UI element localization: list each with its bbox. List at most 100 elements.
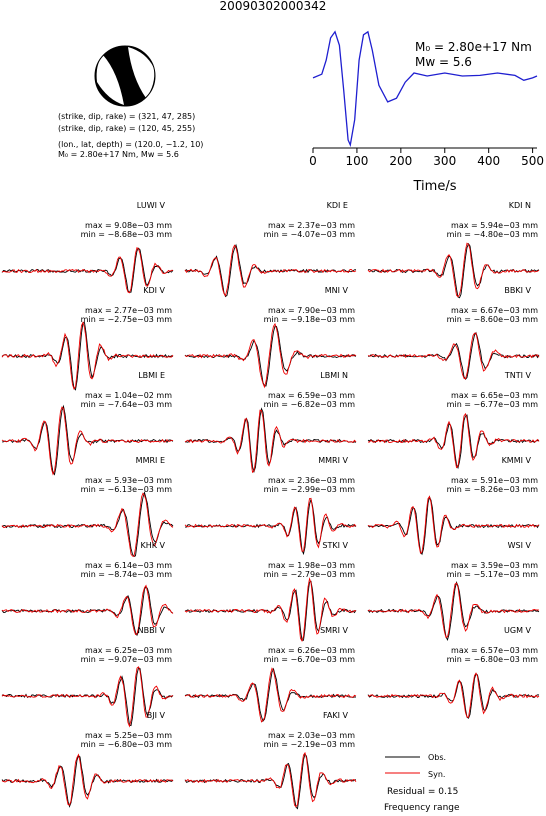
station-label: UGM V: [504, 626, 532, 635]
min-label: min = −9.07e−03 mm: [81, 655, 173, 664]
stf-line: [312, 30, 538, 148]
max-label: max = 2.03e−03 mm: [268, 731, 355, 740]
station-label: LBMI N: [320, 371, 348, 380]
synthetic-trace: [1, 246, 173, 294]
synthetic-trace: [1, 321, 174, 390]
x-tick-label: 500: [521, 154, 544, 168]
station-label: NBBI V: [138, 626, 166, 635]
legend: Obs. Syn. Residual = 0.15 Frequency rang…: [384, 753, 460, 813]
info-line: (strike, dip, rake) = (321, 47, 285): [58, 112, 195, 121]
station-label: BJI V: [147, 711, 166, 720]
observed-trace: [1, 754, 174, 808]
station-label: LUWI V: [137, 201, 166, 210]
synthetic-trace: [1, 406, 174, 476]
max-label: max = 5.25e−03 mm: [85, 731, 172, 740]
x-axis-label: Time/s: [413, 179, 457, 194]
station-label: MNI V: [325, 286, 349, 295]
max-label: max = 5.94e−03 mm: [451, 221, 538, 230]
max-label: max = 6.67e−03 mm: [451, 306, 538, 315]
synthetic-trace: [1, 666, 174, 728]
min-label: min = −2.75e−03 mm: [81, 315, 173, 324]
legend-label: Syn.: [428, 770, 445, 779]
synthetic-trace: [184, 244, 357, 297]
min-label: min = −6.80e−03 mm: [81, 740, 173, 749]
station-label: LBMI E: [138, 371, 165, 380]
synthetic-trace: [367, 582, 540, 639]
max-label: max = 2.36e−03 mm: [268, 476, 355, 485]
legend-label: Obs.: [428, 753, 446, 762]
observed-trace: [1, 322, 174, 391]
min-label: min = −4.80e−03 mm: [447, 230, 539, 239]
min-label: min = −2.79e−03 mm: [264, 570, 356, 579]
x-tick-label: 200: [389, 154, 412, 168]
station-label: SMRI V: [320, 626, 348, 635]
observed-trace: [1, 247, 174, 293]
max-label: max = 1.04e−02 mm: [85, 391, 172, 400]
min-label: min = −8.26e−03 mm: [447, 485, 539, 494]
min-label: min = −8.74e−03 mm: [81, 570, 173, 579]
station-label: FAKI V: [323, 711, 348, 720]
min-label: min = −6.70e−03 mm: [264, 655, 356, 664]
max-label: max = 9.08e−03 mm: [85, 221, 172, 230]
synthetic-trace: [1, 584, 174, 635]
max-label: max = 6.59e−03 mm: [268, 391, 355, 400]
x-tick-label: 300: [433, 154, 456, 168]
annotation: Mw = 5.6: [415, 55, 472, 69]
synthetic-trace: [184, 322, 357, 389]
min-label: min = −5.17e−03 mm: [447, 570, 539, 579]
max-label: max = 7.90e−03 mm: [268, 306, 355, 315]
residual: Residual = 0.15: [387, 787, 458, 797]
synthetic-trace: [367, 242, 540, 298]
station-label: KDI N: [509, 201, 531, 210]
synthetic-trace: [368, 412, 540, 469]
min-label: min = −8.60e−03 mm: [447, 315, 539, 324]
info-line: (strike, dip, rake) = (120, 45, 255): [58, 124, 195, 133]
observed-trace: [1, 491, 174, 558]
max-label: max = 5.93e−03 mm: [85, 476, 172, 485]
title: 20090302000342: [220, 0, 327, 13]
station-label: MMRI E: [136, 456, 165, 465]
max-label: max = 5.91e−03 mm: [451, 476, 538, 485]
synthetic-trace: [184, 751, 357, 808]
synthetic-trace: [184, 498, 357, 552]
station-label: TNTI V: [504, 371, 532, 380]
synthetic-trace: [367, 332, 540, 380]
observed-trace: [1, 585, 174, 637]
info-line: M₀ = 2.80e+17 Nm, Mw = 5.6: [58, 150, 179, 159]
beachball: [94, 45, 156, 107]
x-tick-label: 0: [309, 154, 317, 168]
stf-chart: Time/s M₀ = 2.80e+17 Nm Mw = 5.6 0 100 200…: [309, 30, 544, 194]
annotation: M₀ = 2.80e+17 Nm: [415, 40, 532, 54]
synthetic-trace: [1, 753, 174, 806]
max-label: max = 2.37e−03 mm: [268, 221, 355, 230]
synthetic-trace: [184, 409, 357, 474]
min-label: min = −6.77e−03 mm: [447, 400, 539, 409]
synthetic-trace: [184, 577, 357, 642]
min-label: min = −2.99e−03 mm: [264, 485, 356, 494]
station-label: KDI V: [143, 286, 165, 295]
max-label: max = 6.14e−03 mm: [85, 561, 172, 570]
max-label: max = 2.77e−03 mm: [85, 306, 172, 315]
max-label: max = 6.25e−03 mm: [85, 646, 172, 655]
synthetic-trace: [367, 672, 540, 718]
frequency-note: Frequency range: [384, 803, 460, 813]
station-label: KDI E: [327, 201, 348, 210]
station-label: MMRI V: [318, 456, 348, 465]
station-label: BBKI V: [504, 286, 531, 295]
x-tick-label: 400: [477, 154, 500, 168]
x-tick-label: 100: [345, 154, 368, 168]
station-label: KMMI V: [502, 456, 532, 465]
observed-trace: [184, 667, 357, 723]
max-label: max = 3.59e−03 mm: [451, 561, 538, 570]
synthetic-trace: [367, 495, 540, 555]
synthetic-trace: [184, 667, 357, 723]
min-label: min = −6.82e−03 mm: [264, 400, 356, 409]
max-label: max = 6.26e−03 mm: [268, 646, 355, 655]
min-label: min = −6.13e−03 mm: [81, 485, 173, 494]
min-label: min = −8.68e−03 mm: [81, 230, 173, 239]
min-label: min = −7.64e−03 mm: [81, 400, 173, 409]
observed-trace: [367, 331, 540, 381]
synthetic-trace: [1, 492, 174, 557]
info-line: (lon., lat, depth) = (120.0, −1.2, 10): [58, 140, 203, 149]
